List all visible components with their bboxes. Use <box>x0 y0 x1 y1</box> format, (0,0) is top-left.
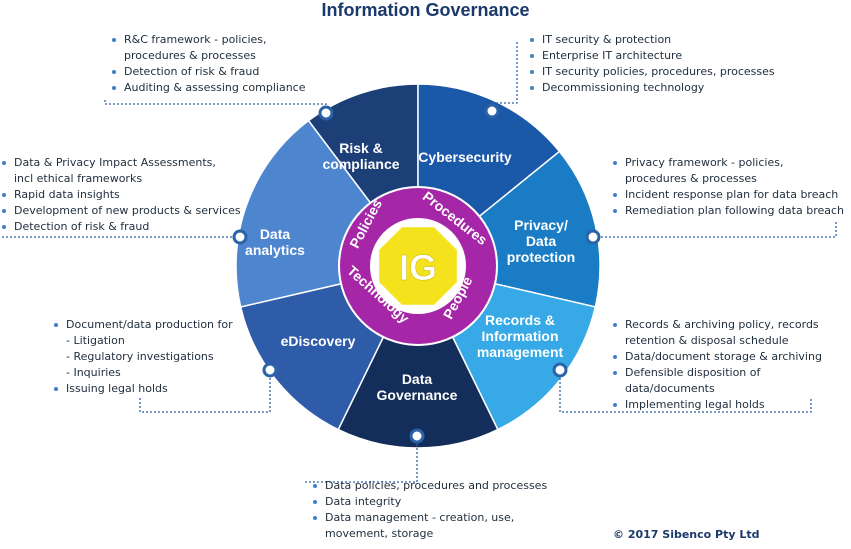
segment-label-privacy: Privacy/ <box>514 217 568 233</box>
connector-line-ediscovery <box>139 370 271 413</box>
segment-labels: Risk &compliance Cybersecurity Privacy/Dat… <box>245 140 575 403</box>
segment-label-datagov: Governance <box>377 387 458 403</box>
connector-line-datagov <box>305 436 418 483</box>
segment-label-risk: compliance <box>322 156 399 172</box>
segment-label-cyber: Cybersecurity <box>418 149 512 165</box>
list-item: IT security policies, procedures, proces… <box>528 64 775 80</box>
connectors-layer <box>2 40 837 483</box>
connector-node-risk <box>318 105 334 121</box>
segment-label-privacy: protection <box>507 249 575 265</box>
list-analytics: Data & Privacy Impact Assessments, incl e… <box>0 155 241 235</box>
list-item: Decommissioning technology <box>528 80 775 96</box>
connector-line-privacy <box>593 220 837 238</box>
list-item: IT security & protection <box>528 32 775 48</box>
connector-node-datagov <box>409 428 425 444</box>
list-risk: R&C framework - policies, procedures & pr… <box>110 32 305 96</box>
list-item: Detection of risk & fraud <box>110 64 305 80</box>
list-item: Detection of risk & fraud <box>0 219 241 235</box>
page-title: Information Governance <box>321 0 530 20</box>
list-item: retention & disposal schedule <box>625 334 789 347</box>
list-item: Issuing legal holds <box>52 381 233 397</box>
segment-label-risk: Risk & <box>339 140 383 156</box>
list-ediscovery: Document/data production for - Litigation… <box>52 317 233 397</box>
list-item: Data management - creation, use, <box>311 510 547 526</box>
segment-label-privacy: Data <box>526 233 557 249</box>
connector-line-records <box>559 370 812 413</box>
segment-label-records: Records & <box>485 312 555 328</box>
list-item: - Litigation <box>66 334 125 347</box>
list-item: Enterprise IT architecture <box>528 48 775 64</box>
list-item: Document/data production for <box>52 317 233 333</box>
connector-node-ediscovery <box>262 362 278 378</box>
list-item: Rapid data insights <box>0 187 241 203</box>
copyright: © 2017 Sibenco Pty Ltd <box>613 528 760 541</box>
list-records: Records & archiving policy, records reten… <box>611 317 851 413</box>
connector-line-risk <box>104 98 327 113</box>
segment-label-records: Information <box>482 328 559 344</box>
connector-node-records <box>552 362 568 378</box>
list-item: Data/document storage & archiving <box>611 349 851 365</box>
list-cyber: IT security & protection Enterprise IT ar… <box>528 32 775 96</box>
list-item: - Inquiries <box>66 366 121 379</box>
connector-node-privacy <box>585 229 601 245</box>
list-item: R&C framework - policies, <box>110 32 305 48</box>
list-item: movement, storage <box>325 527 434 540</box>
connector-node-cyber <box>484 103 500 119</box>
segment-label-ediscovery: eDiscovery <box>281 333 356 349</box>
hub-hexagon <box>379 227 457 305</box>
list-item: Auditing & assessing compliance <box>110 80 305 96</box>
list-item: Remediation plan following data breach <box>611 203 844 219</box>
hub-label: IG <box>399 247 437 288</box>
segment-label-analytics: Data <box>260 226 291 242</box>
list-item: Records & archiving policy, records <box>611 317 851 333</box>
list-item: Privacy framework - policies, <box>611 155 844 171</box>
connector-line-cyber <box>491 40 518 111</box>
segments-layer <box>235 83 601 449</box>
list-item: Data policies, procedures and processes <box>311 478 547 494</box>
list-item: Defensible disposition of data/documents <box>611 365 851 397</box>
list-item: Incident response plan for data breach <box>611 187 844 203</box>
list-item: Data integrity <box>311 494 547 510</box>
segment-label-records: management <box>477 344 564 360</box>
list-item: Implementing legal holds <box>611 397 851 413</box>
list-item: procedures & processes <box>625 172 757 185</box>
list-item: incl ethical frameworks <box>14 172 143 185</box>
list-item: Data & Privacy Impact Assessments, <box>0 155 241 171</box>
list-privacy: Privacy framework - policies, procedures … <box>611 155 844 219</box>
list-datagov: Data policies, procedures and processes D… <box>311 478 547 542</box>
segment-label-datagov: Data <box>402 371 433 387</box>
list-item: procedures & processes <box>124 49 256 62</box>
list-item: Development of new products & services <box>0 203 241 219</box>
list-item: - Regulatory investigations <box>66 350 214 363</box>
connector-node-analytics <box>232 229 248 245</box>
segment-label-analytics: analytics <box>245 242 305 258</box>
